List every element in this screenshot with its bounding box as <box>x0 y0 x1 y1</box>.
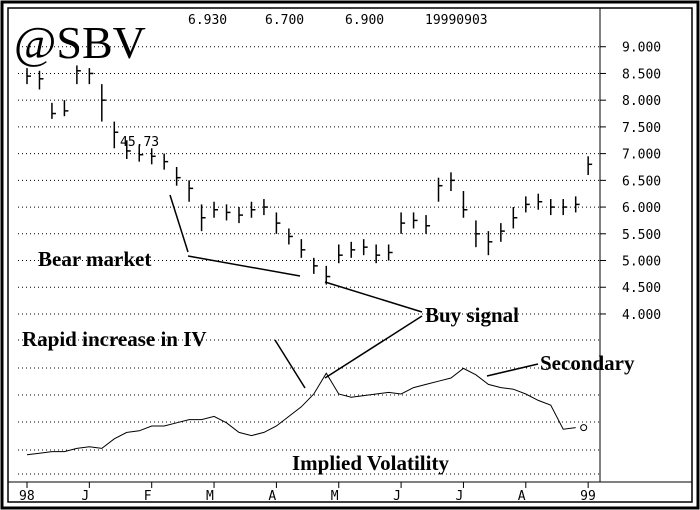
annotation: Rapid increase in IV <box>22 327 207 351</box>
y-tick-label: 8.000 <box>622 94 661 109</box>
iv-end-marker <box>580 424 588 432</box>
pointer-line <box>324 315 423 379</box>
annotation: Implied Volatility <box>292 451 449 475</box>
y-tick-label: 4.000 <box>622 308 661 323</box>
x-tick-label: M <box>206 489 214 504</box>
y-tick-label: 9.000 <box>622 41 661 56</box>
iv-line <box>26 367 576 456</box>
x-tick-label: J <box>81 489 89 504</box>
pointer-line <box>486 363 539 377</box>
header-value: 19990903 <box>425 13 488 28</box>
header-value: 6.700 <box>265 13 304 28</box>
inner-border <box>7 7 693 503</box>
pointer-line <box>169 194 189 253</box>
pointer-line <box>324 281 423 313</box>
y-tick-label: 4.500 <box>622 281 661 296</box>
annotation: Buy signal <box>425 303 519 327</box>
y-tick-label: 5.500 <box>622 228 661 243</box>
x-tick-label: F <box>144 489 152 504</box>
annotation: Secondary <box>540 351 635 375</box>
x-tick-label: J <box>393 489 401 504</box>
y-tick-label: 7.500 <box>622 121 661 136</box>
x-tick-label: M <box>331 489 339 504</box>
x-tick-label: 98 <box>19 489 35 504</box>
pointer-line <box>274 339 306 389</box>
annotation: Bear market <box>38 247 151 271</box>
y-tick-label: 7.000 <box>622 148 661 163</box>
y-tick-label: 8.500 <box>622 67 661 82</box>
x-tick-label: A <box>518 489 526 504</box>
header-value: 6.900 <box>345 13 384 28</box>
y-tick-label: 5.000 <box>622 255 661 270</box>
annotation: 45.73 <box>120 135 159 150</box>
header-value: 6.930 <box>188 13 227 28</box>
y-tick-label: 6.500 <box>622 174 661 189</box>
pointer-line <box>187 255 301 277</box>
x-tick-label: J <box>455 489 463 504</box>
chart-title: @SBV <box>14 17 146 68</box>
x-tick-label: A <box>268 489 276 504</box>
y-tick-label: 6.000 <box>622 201 661 216</box>
x-tick-label: 99 <box>580 489 596 504</box>
